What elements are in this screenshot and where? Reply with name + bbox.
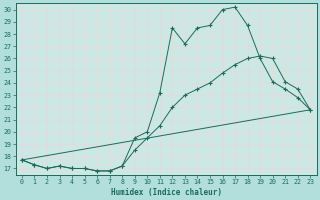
X-axis label: Humidex (Indice chaleur): Humidex (Indice chaleur) bbox=[111, 188, 221, 197]
